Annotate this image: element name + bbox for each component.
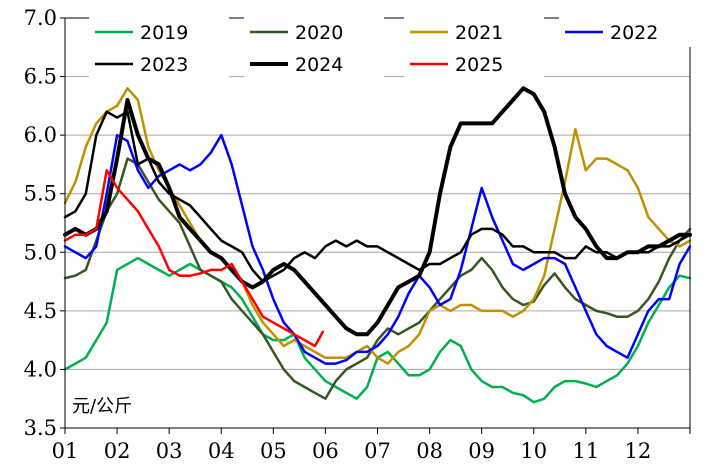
x-tick-label: 07 [364, 439, 391, 463]
series-line-2022 [63, 133, 692, 365]
unit-label: 元/公斤 [72, 396, 132, 417]
x-tick-label: 06 [312, 439, 339, 463]
legend-label-2022: 2022 [610, 22, 658, 44]
y-tick-label: 5.0 [24, 240, 57, 264]
x-tick-labels: 01 02 03 04 05 06 07 08 09 10 11 12 [52, 439, 652, 463]
y-tick-label: 3.5 [24, 416, 57, 440]
y-tick-label: 4.5 [24, 299, 57, 323]
y-tick-label: 7.0 [24, 6, 57, 30]
series-line-2020 [63, 157, 692, 400]
y-tick-label: 5.5 [24, 182, 57, 206]
unit-label-backdrop [68, 394, 150, 420]
x-tick-label: 03 [156, 439, 183, 463]
x-tick-label: 02 [104, 439, 131, 463]
x-tick-label: 05 [260, 439, 287, 463]
x-tick-label: 12 [625, 439, 652, 463]
legend: 2019 2020 2021 2022 2023 2024 2025 [89, 17, 699, 79]
x-tick-label: 10 [520, 439, 547, 463]
legend-label-2019: 2019 [140, 22, 188, 44]
legend-label-2024: 2024 [295, 54, 343, 76]
y-tick-labels: 3.5 4.0 4.5 5.0 5.5 6.0 6.5 7.0 [24, 6, 57, 440]
legend-label-2025: 2025 [455, 54, 503, 76]
x-tick-label: 11 [572, 439, 599, 463]
y-tick-label: 6.5 [24, 65, 57, 89]
x-tick-label: 04 [208, 439, 235, 463]
series-line-2025 [63, 169, 325, 348]
x-tick-label: 01 [52, 439, 79, 463]
y-tick-label: 6.0 [24, 123, 57, 147]
legend-label-2023: 2023 [140, 54, 188, 76]
y-tick-label: 4.0 [24, 357, 57, 381]
legend-label-2021: 2021 [455, 22, 503, 44]
x-tick-label: 08 [416, 439, 443, 463]
legend-label-2020: 2020 [295, 22, 343, 44]
series-layer [63, 86, 692, 404]
series-line-2024 [63, 86, 692, 337]
x-tick-label: 09 [468, 439, 495, 463]
